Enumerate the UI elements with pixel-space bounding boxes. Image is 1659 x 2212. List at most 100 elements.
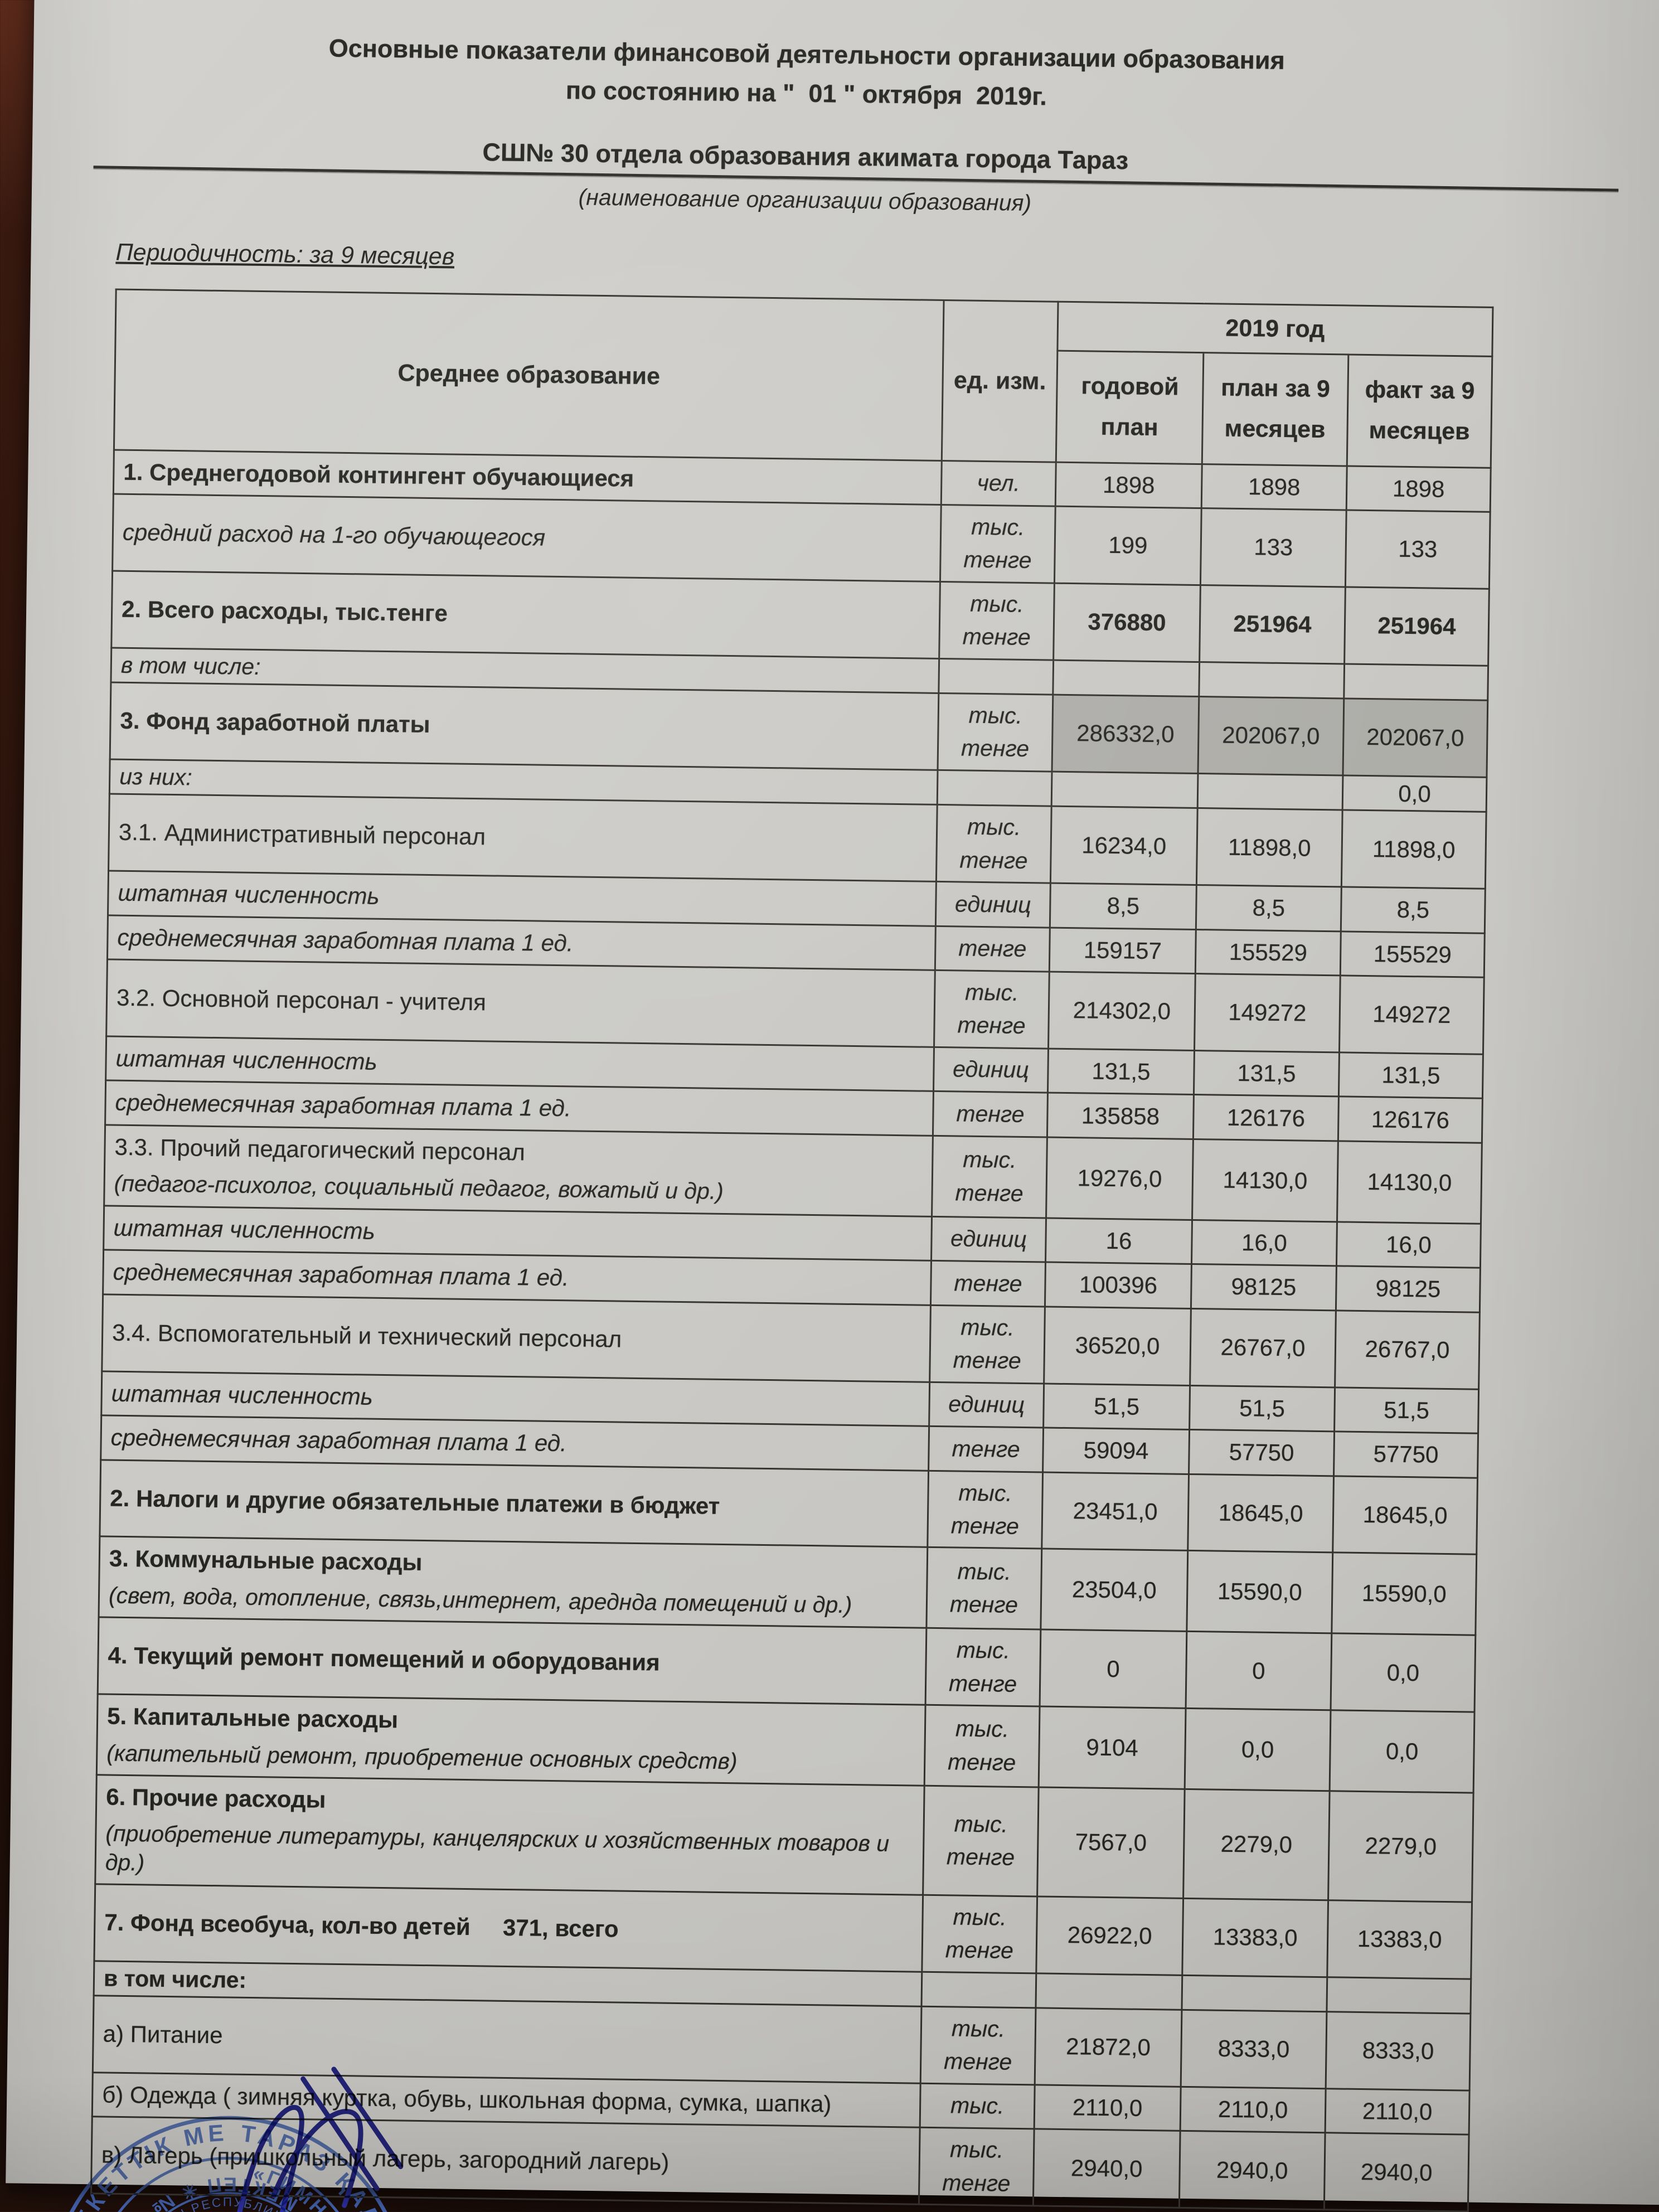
- row-label: 3. Коммунальные расходы: [109, 1545, 423, 1576]
- row-label: 2. Всего расходы, тыс.тенге: [121, 595, 448, 627]
- row-value: 11898,0: [1196, 808, 1343, 887]
- row-value: 1898: [1201, 464, 1347, 510]
- financial-table: Среднее образование ед. изм. 2019 год го…: [90, 288, 1494, 2212]
- row-value: 23451,0: [1041, 1472, 1189, 1551]
- row-value: 159157: [1049, 927, 1196, 974]
- row-value: 16,0: [1336, 1221, 1481, 1268]
- row-value: 51,5: [1334, 1387, 1479, 1434]
- row-unit: тыс. тенге: [921, 1894, 1037, 1973]
- row-unit: тенге: [930, 1260, 1046, 1307]
- row-unit: тыс. тенге: [926, 1547, 1042, 1630]
- row-value: 100396: [1045, 1262, 1192, 1309]
- row-label: штатная численность: [115, 1045, 378, 1075]
- row-unit: тыс. тенге: [932, 1136, 1047, 1218]
- row-value: 135858: [1047, 1093, 1194, 1139]
- row-value: 0,0: [1185, 1708, 1331, 1791]
- row-unit: чел.: [941, 460, 1056, 507]
- row-unit: единиц: [935, 881, 1051, 928]
- row-label: 6. Прочие расходы: [105, 1783, 326, 1813]
- row-label-cell: 3.3. Прочий педагогический персонал (педа…: [104, 1124, 933, 1216]
- row-label-cell: 6. Прочие расходы (приобретение литератур…: [95, 1774, 925, 1895]
- row-unit: тыс. тенге: [919, 2127, 1035, 2206]
- row-label-cell: 2. Всего расходы, тыс.тенге: [111, 570, 940, 659]
- header-fact-9m: факт за 9 месяцев: [1347, 354, 1492, 468]
- row-sublabel: (приобретение литературы, канцелярских и…: [105, 1820, 890, 1875]
- row-unit: тыс. тенге: [938, 693, 1053, 772]
- row-unit: тыс. тенге: [924, 1705, 1040, 1787]
- organization-block: СШ№ 30 отдела образования акимата города…: [93, 133, 1619, 222]
- row-label: 2. Налоги и другие обязательные платежи …: [110, 1485, 720, 1519]
- row-value: 2110,0: [1180, 2087, 1326, 2133]
- official-round-stamp: ТАРАЗ ҚАЛАСЫ ӘКІМДІГІНІҢ БІЛІМ БӨЛІМІНІҢ…: [41, 2108, 408, 2212]
- header-annual-plan: годовой план: [1056, 350, 1204, 464]
- row-value: 1898: [1055, 462, 1202, 508]
- row-label-cell: 7. Фонд всеобуча, кол-во детей 371, всег…: [94, 1884, 923, 1972]
- row-value: 214302,0: [1048, 972, 1196, 1051]
- organization-name: СШ№ 30 отдела образования акимата города…: [482, 137, 1129, 174]
- row-label-cell: 3. Фонд заработной платы: [110, 682, 939, 770]
- row-value: 26767,0: [1335, 1310, 1480, 1389]
- page-content: Основные показатели финансовой деятельно…: [6, 0, 1659, 2212]
- row-value: 2110,0: [1034, 2084, 1181, 2131]
- row-value: 13383,0: [1327, 1900, 1472, 1979]
- row-value: [1199, 662, 1345, 698]
- row-unit: тенге: [933, 1091, 1048, 1137]
- row-value: 155529: [1340, 931, 1485, 978]
- row-value: 131,5: [1194, 1050, 1340, 1097]
- row-label: среднемесячная заработная плата 1 ед.: [117, 924, 574, 956]
- row-value: 18645,0: [1332, 1476, 1478, 1555]
- row-value: 19276,0: [1046, 1137, 1194, 1220]
- row-unit: тыс. тенге: [936, 804, 1052, 884]
- row-value: 98125: [1336, 1265, 1481, 1312]
- row-value: 202067,0: [1342, 698, 1488, 778]
- row-value: 8333,0: [1326, 2011, 1471, 2090]
- row-label-cell: 3.4. Вспомогательный и технический персо…: [101, 1294, 931, 1382]
- row-value: [1035, 1973, 1182, 2010]
- row-value: 16,0: [1191, 1220, 1337, 1266]
- row-value: 1898: [1346, 465, 1491, 512]
- row-value: 7567,0: [1037, 1787, 1185, 1899]
- row-value: [1181, 1975, 1327, 2012]
- row-value: 149272: [1339, 975, 1485, 1055]
- row-label: 3. Фонд заработной платы: [120, 707, 430, 738]
- row-label: 7. Фонд всеобуча, кол-во детей 371, всег…: [104, 1909, 619, 1942]
- row-value: 0: [1040, 1629, 1187, 1709]
- row-value: 8,5: [1050, 883, 1197, 930]
- row-value: 155529: [1195, 929, 1341, 976]
- row-unit: [938, 658, 1054, 695]
- row-value: 2940,0: [1179, 2131, 1326, 2210]
- row-value: 251964: [1199, 585, 1346, 664]
- row-label-cell: 5. Капитальные расходы (капительный ремон…: [96, 1694, 926, 1786]
- row-value: [1343, 663, 1488, 701]
- row-value: 26767,0: [1190, 1308, 1336, 1388]
- row-value: 2940,0: [1324, 2132, 1469, 2212]
- row-unit: [921, 1971, 1036, 2008]
- row-value: 2940,0: [1033, 2129, 1181, 2208]
- row-value: 126176: [1338, 1097, 1483, 1143]
- row-label: 3.4. Вспомогательный и технический персо…: [111, 1319, 622, 1352]
- row-value: 133: [1345, 510, 1491, 589]
- row-label: штатная численность: [111, 1380, 373, 1410]
- row-label: 3.2. Основной персонал - учителя: [116, 984, 487, 1016]
- header-year: 2019 год: [1057, 301, 1493, 356]
- document-title: Основные показатели финансовой деятельно…: [118, 26, 1496, 122]
- document-page: Основные показатели финансовой деятельно…: [6, 0, 1659, 2212]
- row-value: 131,5: [1047, 1048, 1195, 1095]
- row-value: [1051, 771, 1198, 808]
- row-value: 8333,0: [1181, 2010, 1327, 2089]
- row-label: среднемесячная заработная плата 1 ед.: [115, 1089, 571, 1122]
- row-value: 98125: [1191, 1264, 1337, 1311]
- row-value: 14130,0: [1192, 1139, 1338, 1222]
- row-value: 133: [1200, 508, 1347, 587]
- row-value: 23504,0: [1040, 1549, 1188, 1632]
- row-value: 59094: [1042, 1427, 1190, 1474]
- row-label: 3.1. Административный персонал: [118, 819, 486, 850]
- row-sublabel: (свет, вода, отопление, связь,интернет, …: [108, 1582, 852, 1618]
- row-unit: тыс. тенге: [940, 505, 1056, 584]
- header-main: Среднее образование: [114, 289, 944, 460]
- header-plan-9m: план за 9 месяцев: [1202, 352, 1348, 466]
- row-value: 2279,0: [1183, 1789, 1330, 1900]
- table-header: Среднее образование ед. изм. 2019 год го…: [114, 289, 1493, 468]
- row-label: штатная численность: [113, 1214, 376, 1244]
- row-unit: тенге: [935, 925, 1050, 972]
